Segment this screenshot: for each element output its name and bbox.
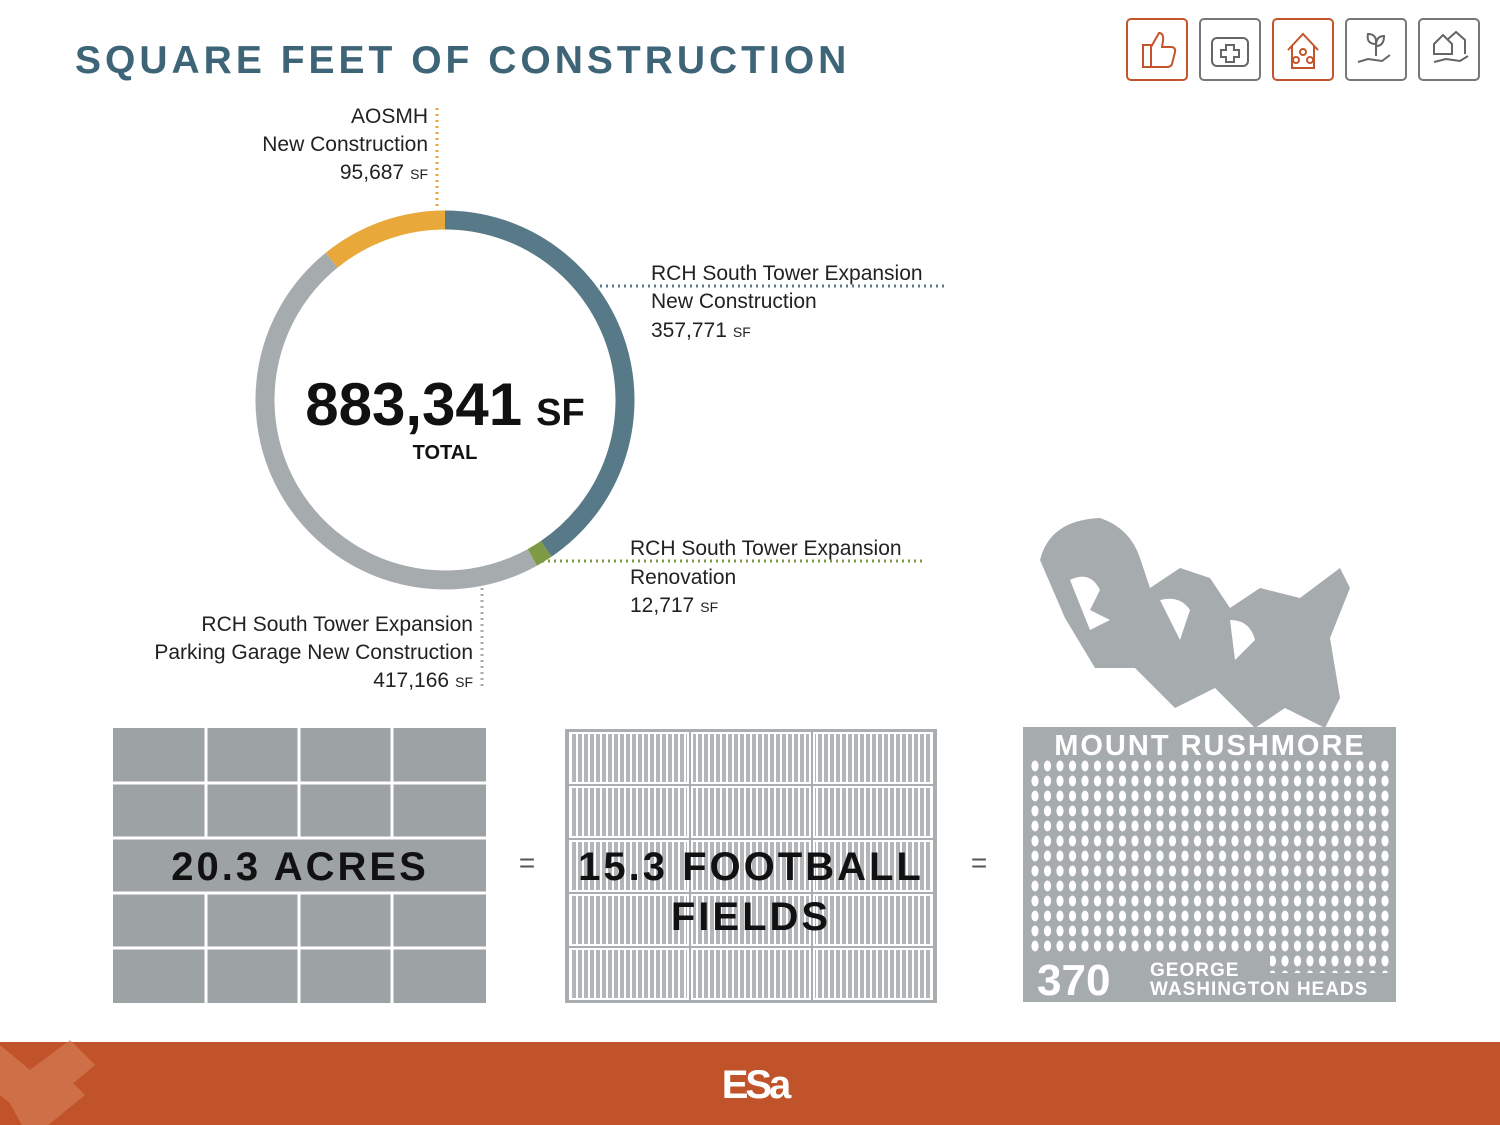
unit: SF <box>455 674 473 690</box>
segment-sublabel: New Construction <box>262 133 428 156</box>
field <box>569 786 689 838</box>
field <box>691 786 811 838</box>
segment-sublabel: New Construction <box>651 290 817 313</box>
unit: SF <box>733 324 751 340</box>
segment-label: AOSMH <box>351 105 428 128</box>
field <box>569 894 689 946</box>
icon[interactable] <box>1199 18 1261 81</box>
field <box>691 894 811 946</box>
rushmore-title: MOUNT RUSHMORE <box>1054 730 1366 762</box>
football-panel: 15.3 FOOTBALL FIELDS <box>565 729 937 1003</box>
title: SQUARE FEET OF CONSTRUCTION <box>75 39 850 82</box>
total: 883,341 SF <box>305 371 584 438</box>
equals: = <box>519 847 535 878</box>
value-label: 12,717 <box>630 594 694 617</box>
segment-sublabel: Parking Garage New Construction <box>154 641 473 664</box>
field <box>569 732 689 784</box>
field <box>813 840 933 892</box>
donut-segment <box>255 252 537 590</box>
segment-label: RCH South Tower Expansion <box>630 537 902 560</box>
segment-value: 357,771 SF <box>651 319 751 342</box>
field <box>813 786 933 838</box>
icon[interactable] <box>1418 18 1480 81</box>
acres-panel: 20.3 ACRES <box>113 728 486 1003</box>
rushmore-art <box>1040 518 1350 728</box>
acres-text: 20.3 ACRES <box>171 845 429 889</box>
football-text: FIELDS <box>671 895 831 939</box>
value-label: 357,771 <box>651 319 727 342</box>
field <box>569 948 689 1000</box>
field <box>569 840 689 892</box>
value-label: 417,166 <box>373 669 449 692</box>
segment-label: RCH South Tower Expansion <box>651 262 923 285</box>
field <box>813 732 933 784</box>
segment-value: 12,717 SF <box>630 594 718 617</box>
field <box>813 948 933 1000</box>
segment-sublabel: Renovation <box>630 566 736 589</box>
donut <box>255 210 635 590</box>
field <box>691 732 811 784</box>
unit: SF <box>700 599 718 615</box>
field <box>813 894 933 946</box>
donut-segment <box>325 210 446 268</box>
value-label: 95,687 <box>340 161 404 184</box>
rushmore-caption: WASHINGTON HEADS <box>1150 979 1368 1000</box>
leaders <box>435 108 945 690</box>
football-text: 15.3 FOOTBALL <box>578 845 924 889</box>
total-value: 883,341 <box>305 371 522 438</box>
unit: SF <box>410 166 428 182</box>
total-unit: SF <box>536 392 585 434</box>
footer: ESa <box>0 1040 1500 1125</box>
total-caption: TOTAL <box>413 442 478 464</box>
logo: ESa <box>722 1063 792 1107</box>
icon[interactable] <box>1272 18 1334 81</box>
donut-segment <box>444 210 635 557</box>
field <box>691 840 811 892</box>
donut-segment <box>527 540 552 566</box>
icon-bar <box>1126 18 1480 81</box>
field <box>691 948 811 1000</box>
equals: = <box>971 847 987 878</box>
icon[interactable] <box>1345 18 1407 81</box>
rushmore-panel: MOUNT RUSHMORE 370 GEORGE WASHINGTON HEA… <box>1023 727 1396 1005</box>
rushmore-count: 370 <box>1037 956 1110 1005</box>
segment-value: 95,687 SF <box>340 161 428 184</box>
segment-value: 417,166 SF <box>373 669 473 692</box>
segment-label: RCH South Tower Expansion <box>201 613 473 636</box>
icon[interactable] <box>1126 18 1188 81</box>
rushmore-caption: GEORGE <box>1150 960 1239 981</box>
